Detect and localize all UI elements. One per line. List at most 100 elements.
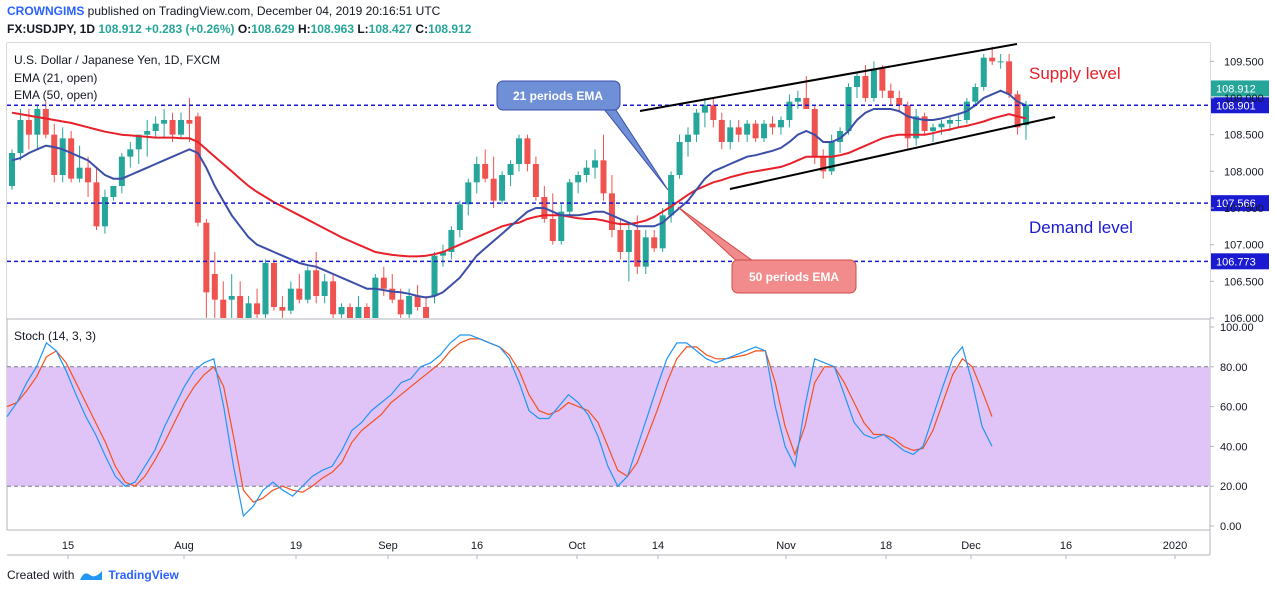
candle[interactable] [676,134,683,179]
candle[interactable] [727,120,734,150]
candle[interactable] [913,109,920,146]
candle[interactable] [1014,90,1021,135]
candle[interactable] [972,83,979,106]
candle[interactable] [583,160,590,183]
candle[interactable] [51,123,58,183]
candle[interactable] [439,244,446,267]
candle[interactable] [532,156,539,201]
candle[interactable] [473,156,480,194]
ema21-line[interactable] [11,89,1027,299]
candle[interactable] [76,145,83,183]
candle[interactable] [347,303,353,325]
candle[interactable] [330,274,337,318]
candle[interactable] [549,193,556,245]
candle[interactable] [448,226,455,260]
candle[interactable] [659,208,666,252]
stoch-k-line[interactable] [6,334,993,518]
author-name[interactable]: CROWNGIMS [7,4,85,18]
candle[interactable] [313,252,320,304]
candle[interactable] [904,101,911,150]
candle[interactable] [642,230,649,274]
candle[interactable] [363,303,370,325]
candle[interactable] [625,222,632,282]
candle[interactable] [870,61,877,102]
candle[interactable] [516,134,522,172]
candle[interactable] [1023,100,1029,140]
candle[interactable] [710,98,717,128]
candle[interactable] [270,259,277,311]
candle[interactable] [566,178,573,216]
candle[interactable] [287,281,294,315]
candle[interactable] [211,252,218,318]
candle[interactable] [786,94,793,128]
candle[interactable] [921,112,928,135]
candle[interactable] [414,285,421,311]
ema21-callout-box[interactable] [496,80,621,111]
candle[interactable] [9,149,15,190]
candle[interactable] [101,189,108,234]
candle[interactable] [685,127,691,157]
candle[interactable] [372,274,379,318]
candle[interactable] [42,101,49,139]
candle[interactable] [608,175,615,238]
tradingview-brand[interactable]: TradingView [108,568,179,582]
ema50-callout-box[interactable] [731,259,857,294]
candle[interactable] [896,90,903,113]
candle[interactable] [220,281,227,318]
candle[interactable] [558,204,565,245]
candle[interactable] [820,149,827,179]
candle[interactable] [1006,54,1013,98]
candle[interactable] [262,259,269,318]
candle[interactable] [744,120,751,142]
candle[interactable] [980,54,987,91]
candle[interactable] [575,171,582,194]
candle[interactable] [761,120,768,142]
candle[interactable] [465,178,472,216]
candle[interactable] [110,186,117,201]
candle[interactable] [127,142,134,168]
candle[interactable] [854,72,860,98]
candle[interactable] [938,120,945,135]
candle[interactable] [203,219,210,318]
candle[interactable] [490,156,497,208]
candle[interactable] [355,296,362,318]
candle[interactable] [794,90,801,109]
candle[interactable] [228,274,235,318]
candle[interactable] [718,112,725,150]
candle[interactable] [524,134,531,172]
candle[interactable] [93,167,100,230]
candle[interactable] [837,127,844,153]
candle[interactable] [693,109,700,142]
candle[interactable] [389,274,396,304]
candle[interactable] [777,116,784,135]
candle[interactable] [997,54,1004,69]
ema50-line[interactable] [11,111,1027,258]
candle[interactable] [600,134,607,201]
candle[interactable] [279,296,286,318]
candle[interactable] [85,156,92,197]
candle[interactable] [431,252,438,304]
candle[interactable] [634,215,641,274]
candle[interactable] [845,83,852,135]
candle[interactable] [237,281,244,318]
candle[interactable] [651,230,658,252]
candle[interactable] [752,120,759,142]
candle[interactable] [879,65,886,98]
candle[interactable] [617,219,624,260]
candle[interactable] [482,149,489,183]
candle[interactable] [152,116,159,139]
candle[interactable] [397,288,404,318]
upper-trendline[interactable] [639,43,1018,112]
candle[interactable] [254,288,261,318]
candle[interactable] [245,296,252,322]
candle[interactable] [59,127,66,183]
candle[interactable] [296,274,303,304]
candle[interactable] [321,274,328,304]
lower-trendline[interactable] [729,116,1056,190]
candle[interactable] [456,200,463,238]
candle[interactable] [701,98,708,128]
candle[interactable] [194,112,201,227]
candle[interactable] [135,134,142,164]
candle[interactable] [507,160,514,186]
